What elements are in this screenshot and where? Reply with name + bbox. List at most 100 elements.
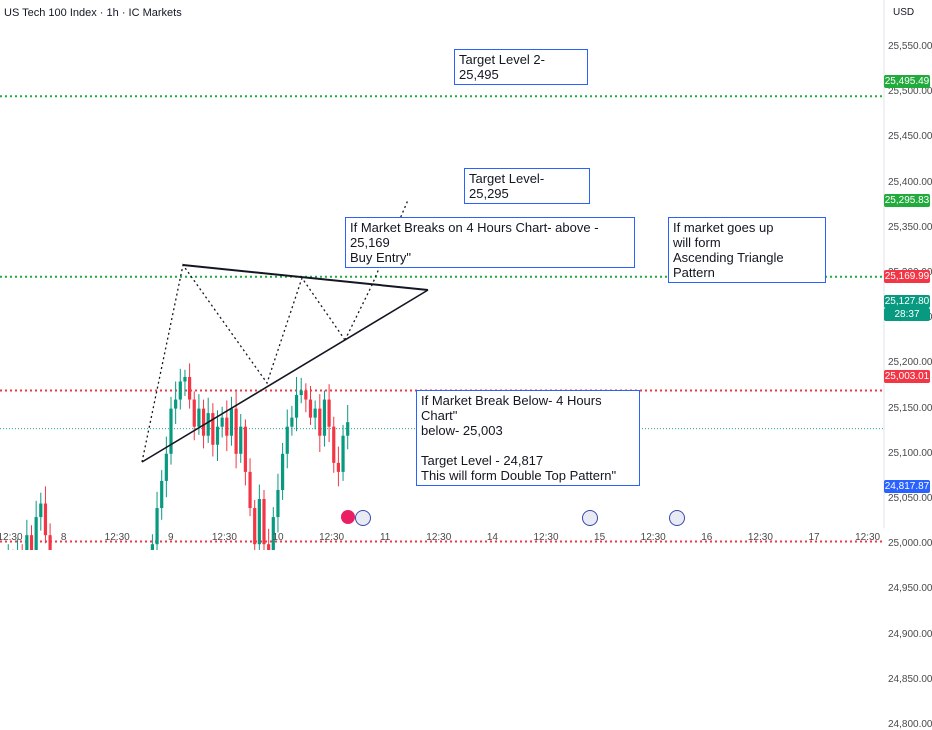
price-tick-label: 24,850.00 bbox=[888, 673, 932, 685]
price-tick-label: 25,400.00 bbox=[888, 176, 932, 188]
trend-drawings bbox=[141, 199, 429, 463]
double-top-note[interactable]: If Market Break Below- 4 Hours Chart" be… bbox=[416, 390, 640, 486]
candle-body bbox=[169, 408, 173, 454]
candle-body bbox=[262, 499, 266, 545]
candle-body bbox=[43, 503, 48, 536]
time-tick-label: 12:30 bbox=[747, 532, 773, 543]
time-tick-label: 12:30 bbox=[211, 532, 237, 543]
candle-body bbox=[201, 408, 206, 436]
candle-body bbox=[276, 489, 280, 518]
us-flag-icon[interactable] bbox=[355, 510, 371, 526]
candle-body bbox=[290, 417, 294, 427]
candle-body bbox=[285, 426, 289, 454]
price-tag-target-low: 24,817.87 bbox=[884, 480, 930, 493]
candle-body bbox=[34, 517, 38, 550]
time-tick-label: 16 bbox=[701, 532, 713, 543]
time-tick-label: 10 bbox=[272, 532, 284, 543]
candle-body bbox=[327, 399, 331, 427]
buy-entry-note[interactable]: If Market Breaks on 4 Hours Chart- above… bbox=[345, 217, 635, 268]
time-tick-label: 15 bbox=[594, 532, 606, 543]
triangle-upper-line bbox=[182, 264, 429, 291]
candle-body bbox=[150, 544, 154, 550]
price-tick-label: 25,100.00 bbox=[888, 447, 932, 459]
countdown-tag: 28:37 bbox=[884, 308, 930, 321]
us-flag-icon[interactable] bbox=[582, 510, 598, 526]
time-tick-label: 14 bbox=[486, 532, 498, 543]
candle-body bbox=[267, 544, 271, 550]
candle-body bbox=[253, 508, 257, 545]
price-tick-label: 25,200.00 bbox=[888, 357, 932, 369]
candle-body bbox=[304, 390, 308, 400]
candle-body bbox=[341, 435, 345, 472]
candle-body bbox=[346, 422, 350, 436]
candle-body bbox=[299, 390, 303, 396]
candle-body bbox=[192, 399, 196, 427]
double-top-path bbox=[141, 263, 346, 463]
time-tick-label: 12:30 bbox=[0, 532, 23, 543]
currency-label[interactable]: USD bbox=[893, 7, 915, 18]
candle-body bbox=[239, 426, 243, 454]
candle-body bbox=[174, 399, 178, 409]
candle-body bbox=[281, 453, 285, 490]
price-tick-label: 25,500.00 bbox=[888, 86, 932, 98]
time-tick-label: 8 bbox=[60, 532, 67, 543]
candles bbox=[7, 363, 350, 550]
candle-body bbox=[215, 426, 220, 445]
candle-body bbox=[257, 499, 261, 545]
time-tick-label: 9 bbox=[168, 532, 174, 543]
chart-title: US Tech 100 Index · 1h · IC Markets bbox=[4, 7, 182, 19]
candle-body bbox=[160, 480, 164, 509]
time-tick-label: 11 bbox=[379, 532, 391, 543]
time-tick-label: 12:30 bbox=[855, 532, 881, 543]
candle-body bbox=[308, 399, 313, 418]
candle-body bbox=[294, 395, 299, 418]
price-tag-target-1: 25,295.83 bbox=[884, 194, 930, 207]
time-tick-label: 12:30 bbox=[104, 532, 130, 543]
price-tick-label: 25,350.00 bbox=[888, 221, 932, 233]
candle-body bbox=[243, 426, 247, 472]
candle-body bbox=[248, 471, 252, 509]
candle-body bbox=[164, 453, 168, 481]
candle-body bbox=[183, 376, 187, 382]
price-tag-breakdown: 25,003.01 bbox=[884, 370, 930, 383]
candle-body bbox=[322, 399, 327, 436]
candle-body bbox=[178, 381, 182, 400]
event-icon-earnings[interactable] bbox=[341, 510, 355, 524]
candle-body bbox=[313, 408, 317, 418]
candle-body bbox=[229, 408, 234, 436]
price-tick-label: 24,900.00 bbox=[888, 628, 932, 640]
triangle-lower-line bbox=[141, 289, 429, 463]
price-tick-label: 24,800.00 bbox=[888, 719, 932, 730]
candle-body bbox=[332, 426, 336, 463]
ascending-triangle-note[interactable]: If market goes up will form Ascending Tr… bbox=[668, 217, 826, 283]
price-tag-target-2: 25,495.49 bbox=[884, 75, 930, 88]
candle-body bbox=[220, 417, 224, 427]
target-level-1-note[interactable]: Target Level- 25,295 bbox=[464, 168, 590, 204]
breakout-projection-path bbox=[344, 199, 409, 341]
time-tick-label: 12:30 bbox=[640, 532, 666, 543]
price-tick-label: 25,000.00 bbox=[888, 538, 932, 550]
time-tick-label: 12:30 bbox=[533, 532, 559, 543]
us-flag-icon[interactable] bbox=[669, 510, 685, 526]
candle-body bbox=[206, 413, 210, 436]
time-tick-label: 17 bbox=[808, 532, 820, 543]
candle-body bbox=[25, 535, 29, 550]
time-tick-label: 12:30 bbox=[426, 532, 452, 543]
target-level-2-note[interactable]: Target Level 2- 25,495 bbox=[454, 49, 588, 85]
price-tick-label: 25,450.00 bbox=[888, 131, 932, 143]
candle-body bbox=[234, 408, 238, 454]
price-tick-label: 25,150.00 bbox=[888, 402, 932, 414]
candle-body bbox=[48, 535, 52, 550]
candle-body bbox=[271, 517, 275, 550]
candle-body bbox=[155, 508, 159, 545]
candle-body bbox=[39, 503, 43, 518]
price-tick-label: 25,050.00 bbox=[888, 493, 932, 504]
time-tick-label: 12:30 bbox=[319, 532, 345, 543]
candle-body bbox=[197, 408, 201, 427]
candle-body bbox=[336, 462, 340, 472]
price-tag-entry: 25,169.99 bbox=[884, 270, 930, 283]
candle-body bbox=[29, 535, 34, 550]
candle-body bbox=[318, 408, 322, 436]
candle-body bbox=[225, 417, 229, 436]
price-tick-label: 25,550.00 bbox=[888, 41, 932, 52]
